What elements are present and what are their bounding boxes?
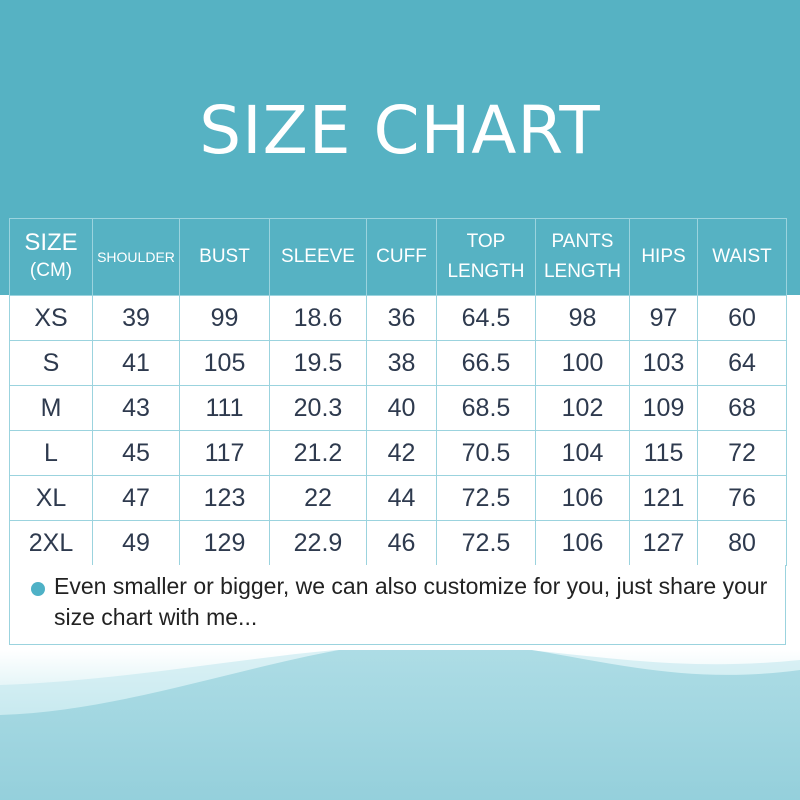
measurement-cell: 98 bbox=[535, 295, 630, 341]
measurement-cell: 123 bbox=[179, 475, 270, 521]
measurement-cell: 66.5 bbox=[436, 340, 536, 386]
note-text: Even smaller or bigger, we can also cust… bbox=[54, 573, 768, 630]
measurement-cell: 72 bbox=[697, 430, 787, 476]
measurement-cell: 68 bbox=[697, 385, 787, 431]
measurement-cell: 104 bbox=[535, 430, 630, 476]
measurement-cell: 70.5 bbox=[436, 430, 536, 476]
table-row: M 43 111 20.3 40 68.5 102 109 68 bbox=[9, 385, 787, 431]
measurement-cell: 44 bbox=[366, 475, 437, 521]
measurement-cell: 64.5 bbox=[436, 295, 536, 341]
measurement-cell: 106 bbox=[535, 475, 630, 521]
column-header: SHOULDER bbox=[92, 218, 180, 296]
measurement-cell: 117 bbox=[179, 430, 270, 476]
size-label: SIZE bbox=[24, 229, 78, 256]
measurement-cell: 64 bbox=[697, 340, 787, 386]
column-header: CUFF bbox=[366, 218, 437, 296]
measurement-cell: 72.5 bbox=[436, 520, 536, 566]
column-header: SLEEVE bbox=[269, 218, 367, 296]
column-header: BUST bbox=[179, 218, 270, 296]
measurement-cell: 36 bbox=[366, 295, 437, 341]
measurement-cell: 22 bbox=[269, 475, 367, 521]
measurement-cell: 42 bbox=[366, 430, 437, 476]
table-row: S 41 105 19.5 38 66.5 100 103 64 bbox=[9, 340, 787, 386]
size-cell: 2XL bbox=[9, 520, 93, 566]
measurement-cell: 47 bbox=[92, 475, 180, 521]
measurement-cell: 41 bbox=[92, 340, 180, 386]
measurement-cell: 80 bbox=[697, 520, 787, 566]
measurement-cell: 43 bbox=[92, 385, 180, 431]
column-header: PANTS LENGTH bbox=[535, 218, 630, 296]
measurement-cell: 106 bbox=[535, 520, 630, 566]
measurement-cell: 21.2 bbox=[269, 430, 367, 476]
size-table: SIZE (CM) SHOULDER BUST SLEEVE CUFF TOP L… bbox=[9, 218, 787, 566]
wave-decoration bbox=[0, 650, 800, 800]
measurement-cell: 111 bbox=[179, 385, 270, 431]
size-cell: L bbox=[9, 430, 93, 476]
measurement-cell: 49 bbox=[92, 520, 180, 566]
measurement-cell: 68.5 bbox=[436, 385, 536, 431]
column-header-size: SIZE (CM) bbox=[9, 218, 93, 296]
column-header: WAIST bbox=[697, 218, 787, 296]
table-header-row: SIZE (CM) SHOULDER BUST SLEEVE CUFF TOP L… bbox=[9, 218, 787, 296]
measurement-cell: 97 bbox=[629, 295, 698, 341]
table-row: 2XL 49 129 22.9 46 72.5 106 127 80 bbox=[9, 520, 787, 566]
page-title: SIZE CHART bbox=[199, 92, 601, 169]
measurement-cell: 121 bbox=[629, 475, 698, 521]
measurement-cell: 76 bbox=[697, 475, 787, 521]
measurement-cell: 129 bbox=[179, 520, 270, 566]
size-cell: XL bbox=[9, 475, 93, 521]
bullet-dot-icon bbox=[31, 582, 45, 596]
measurement-cell: 127 bbox=[629, 520, 698, 566]
table-row: XS 39 99 18.6 36 64.5 98 97 60 bbox=[9, 295, 787, 341]
measurement-cell: 115 bbox=[629, 430, 698, 476]
measurement-cell: 18.6 bbox=[269, 295, 367, 341]
measurement-cell: 45 bbox=[92, 430, 180, 476]
measurement-cell: 39 bbox=[92, 295, 180, 341]
column-header: HIPS bbox=[629, 218, 698, 296]
table-row: L 45 117 21.2 42 70.5 104 115 72 bbox=[9, 430, 787, 476]
measurement-cell: 105 bbox=[179, 340, 270, 386]
unit-label: (CM) bbox=[29, 260, 73, 281]
size-cell: S bbox=[9, 340, 93, 386]
measurement-cell: 20.3 bbox=[269, 385, 367, 431]
measurement-cell: 100 bbox=[535, 340, 630, 386]
measurement-cell: 99 bbox=[179, 295, 270, 341]
measurement-cell: 40 bbox=[366, 385, 437, 431]
measurement-cell: 72.5 bbox=[436, 475, 536, 521]
measurement-cell: 46 bbox=[366, 520, 437, 566]
measurement-cell: 103 bbox=[629, 340, 698, 386]
measurement-cell: 19.5 bbox=[269, 340, 367, 386]
measurement-cell: 60 bbox=[697, 295, 787, 341]
measurement-cell: 38 bbox=[366, 340, 437, 386]
customization-note: Even smaller or bigger, we can also cust… bbox=[9, 565, 786, 645]
table-row: XL 47 123 22 44 72.5 106 121 76 bbox=[9, 475, 787, 521]
measurement-cell: 22.9 bbox=[269, 520, 367, 566]
size-cell: XS bbox=[9, 295, 93, 341]
column-header: TOP LENGTH bbox=[436, 218, 536, 296]
size-cell: M bbox=[9, 385, 93, 431]
measurement-cell: 109 bbox=[629, 385, 698, 431]
measurement-cell: 102 bbox=[535, 385, 630, 431]
